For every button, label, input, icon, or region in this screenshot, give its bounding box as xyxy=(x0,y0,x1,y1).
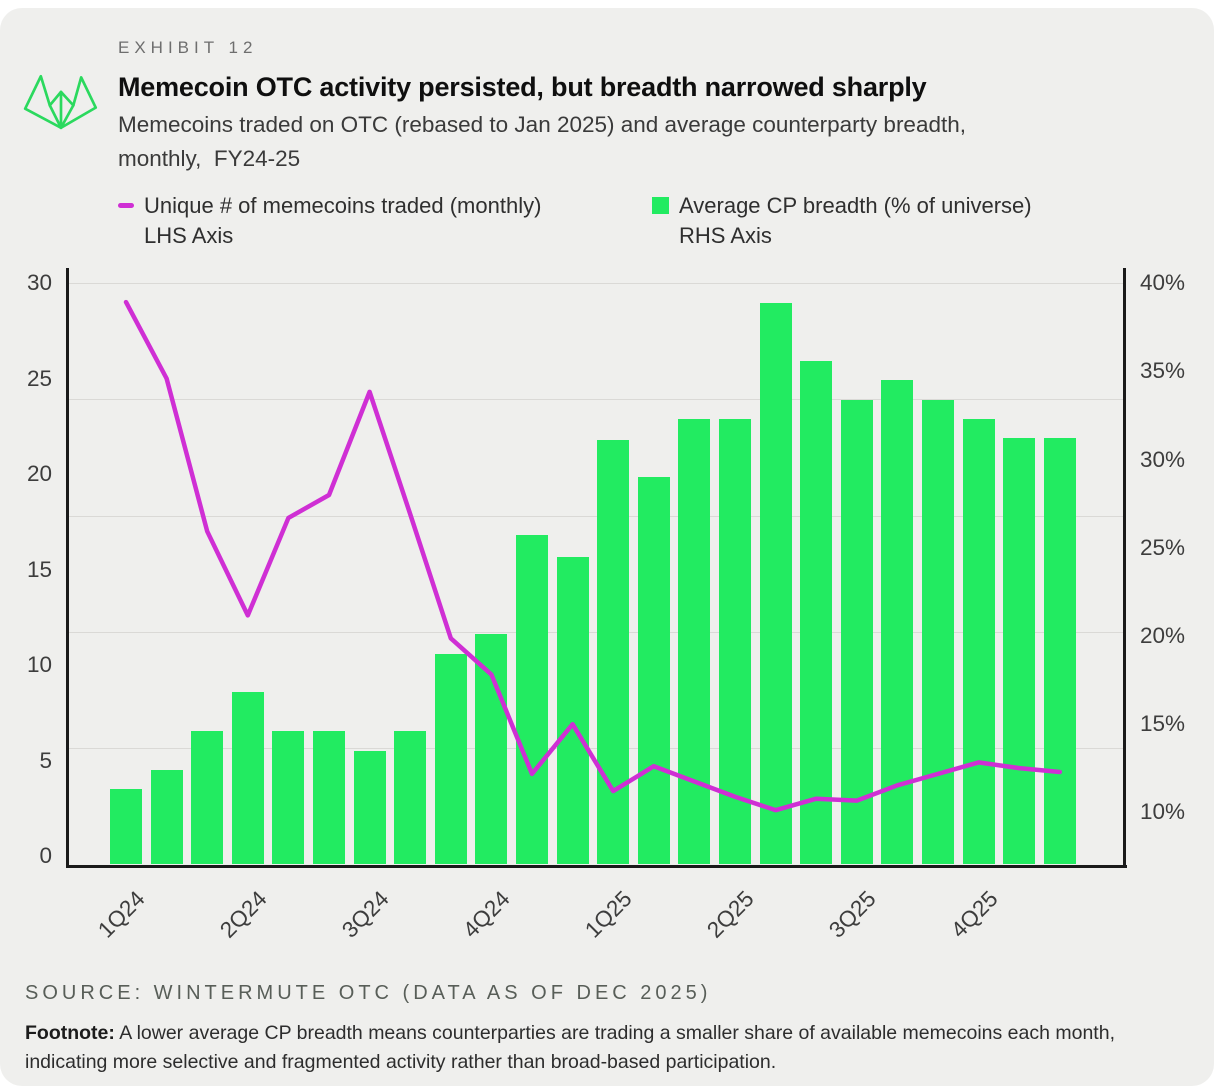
bar xyxy=(272,731,305,865)
left-axis-line xyxy=(66,268,69,867)
bar xyxy=(516,535,548,865)
right-axis-tick-label: 25% xyxy=(1140,534,1186,560)
chart-subtitle: Memecoins traded on OTC (rebased to Jan … xyxy=(118,112,966,171)
bar xyxy=(191,731,224,865)
gridline xyxy=(68,283,1124,284)
legend-item-line: Unique # of memecoins traded (monthly) L… xyxy=(118,191,541,251)
bar xyxy=(800,360,833,865)
left-axis-tick-label: 25 xyxy=(26,365,52,391)
bar xyxy=(759,302,792,865)
bar xyxy=(394,731,427,865)
right-axis-tick-label: 30% xyxy=(1140,446,1186,472)
gridline xyxy=(68,399,1124,401)
right-axis-tick-label: 40% xyxy=(1140,270,1186,296)
bar xyxy=(840,399,873,865)
legend-item-bar: Average CP breadth (% of universe) RHS A… xyxy=(652,191,1032,251)
source-line: SOURCE: WINTERMUTE OTC (DATA AS OF DEC 2… xyxy=(25,982,712,1004)
left-axis-tick-label: 30 xyxy=(26,270,52,295)
bar xyxy=(922,399,954,865)
wintermute-logo-icon xyxy=(23,74,98,130)
bar xyxy=(313,731,345,865)
page-title: Memecoin OTC activity persisted, but bre… xyxy=(118,72,927,102)
left-axis-tick-label: 10 xyxy=(26,652,52,677)
bar xyxy=(637,477,670,865)
bar xyxy=(110,789,142,865)
left-axis-tick-label: 0 xyxy=(39,843,52,868)
bar xyxy=(719,418,751,865)
exhibit-label: EXHIBIT 12 xyxy=(118,38,258,57)
legend-label-bar: Average CP breadth (% of universe) RHS A… xyxy=(679,193,1032,248)
left-axis-tick-label: 15 xyxy=(26,556,52,582)
bar xyxy=(475,634,508,865)
footnote-text: A lower average CP breadth means counter… xyxy=(25,1022,1115,1073)
bar xyxy=(556,556,589,865)
footnote-label: Footnote: xyxy=(25,1022,115,1044)
right-axis-tick-label: 35% xyxy=(1140,358,1186,384)
bar xyxy=(1043,438,1076,865)
left-axis-tick-label: 5 xyxy=(39,747,52,773)
bar xyxy=(150,769,183,865)
bar xyxy=(962,418,995,865)
bar-series-swatch-icon xyxy=(652,197,669,214)
bar xyxy=(434,653,467,865)
right-axis-tick-label: 15% xyxy=(1140,711,1186,737)
right-axis-line xyxy=(1123,268,1126,867)
bar xyxy=(597,440,630,865)
bar xyxy=(231,692,264,865)
right-axis-tick-label: 20% xyxy=(1140,622,1186,648)
left-axis-tick-label: 20 xyxy=(26,461,52,486)
bottom-axis-line xyxy=(66,864,1127,868)
bar xyxy=(1003,438,1036,865)
bar xyxy=(881,380,914,865)
footnote: Footnote: A lower average CP breadth mea… xyxy=(25,1019,1193,1077)
bar xyxy=(678,418,711,865)
legend-label-line: Unique # of memecoins traded (monthly) L… xyxy=(144,193,542,248)
right-axis-tick-label: 10% xyxy=(1140,799,1186,825)
bar xyxy=(353,750,386,865)
line-series-swatch-icon xyxy=(118,203,134,208)
